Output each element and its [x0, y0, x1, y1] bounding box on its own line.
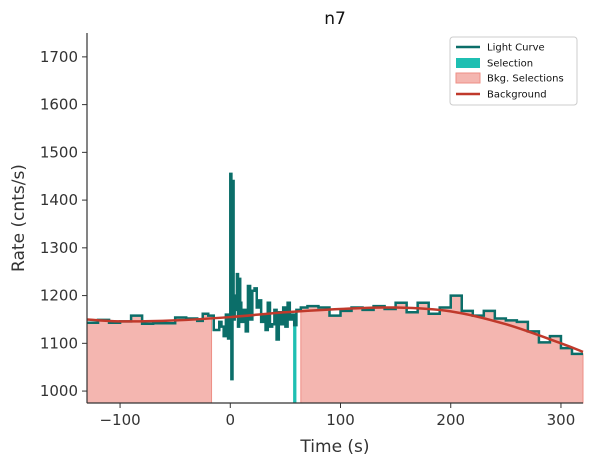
light-curve-line [87, 172, 583, 381]
legend-label-light-curve: Light Curve [487, 43, 545, 54]
y-tick-label: 1100 [40, 334, 78, 352]
legend-swatch-bkg-selections [455, 72, 481, 84]
legend-label-selection: Selection [487, 59, 533, 70]
chart-title: n7 [324, 9, 346, 29]
bkg-selection-area [86, 313, 213, 404]
legend-label-background: Background [487, 90, 547, 101]
legend-swatch-selection [456, 58, 480, 68]
selection-area [293, 314, 297, 403]
x-axis-label: Time (s) [299, 437, 369, 457]
background-model-line [86, 306, 584, 354]
y-tick-label: 1300 [40, 239, 78, 257]
plot-area [86, 172, 584, 404]
legend-label-bkg-selections: Bkg. Selections [487, 74, 564, 85]
y-tick-label: 1700 [40, 48, 78, 66]
x-tick-label: −100 [99, 411, 140, 429]
legend-frame [449, 36, 578, 106]
y-tick-label: 1600 [40, 96, 78, 114]
y-tick-label: 1200 [40, 287, 78, 305]
ticks: −100 0 100 200 300 1000 1100 1200 1300 1400 1500 16… [40, 48, 575, 429]
legend: Light Curve Selection Bkg. Selections Ba… [449, 36, 578, 106]
y-tick-label: 1400 [40, 191, 78, 209]
x-tick-label: 200 [436, 411, 465, 429]
x-tick-label: 100 [326, 411, 355, 429]
x-tick-label: 300 [547, 411, 576, 429]
axes [86, 33, 583, 404]
y-axis-label: Rate (cnts/s) [9, 164, 29, 272]
y-tick-label: 1500 [40, 143, 78, 161]
x-tick-label: 0 [226, 411, 236, 429]
y-tick-label: 1000 [40, 382, 78, 400]
